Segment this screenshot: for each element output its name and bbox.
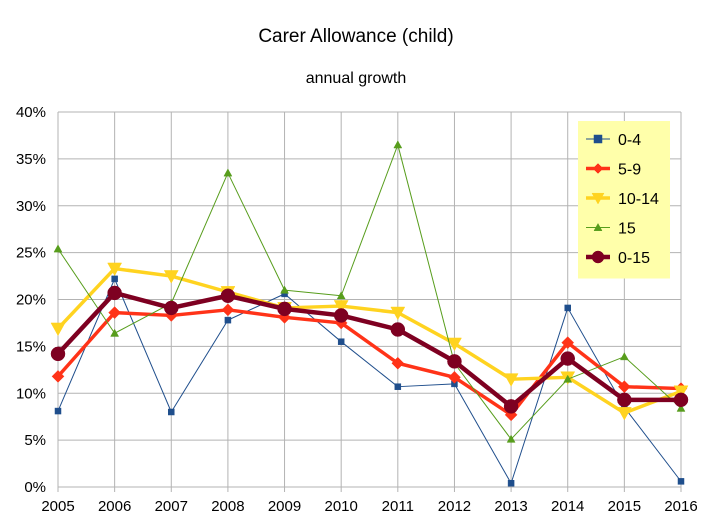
data-point: [448, 370, 461, 384]
x-axis-ticks: 2005 2006 2007 2008 2009 2010 2011 2012 2013 2014…: [41, 498, 697, 515]
data-point: [333, 308, 349, 323]
x-tick-label: 2007: [155, 498, 188, 515]
data-point: [390, 322, 406, 337]
data-point: [393, 140, 403, 149]
x-tick-label: 2012: [438, 498, 471, 515]
legend-label: 15: [618, 221, 636, 238]
series-layer: [50, 140, 689, 487]
data-point: [617, 392, 632, 408]
data-point: [50, 346, 66, 362]
legend-label: 5-9: [618, 162, 641, 179]
data-point: [447, 337, 462, 352]
y-tick-label: 15%: [16, 338, 46, 355]
x-tick-label: 2014: [551, 498, 584, 515]
data-point: [277, 301, 292, 317]
data-point: [563, 374, 573, 383]
y-tick-label: 25%: [16, 245, 46, 262]
legend-marker: [591, 250, 605, 264]
data-point: [673, 392, 689, 408]
x-tick-label: 2009: [268, 498, 301, 515]
data-point: [506, 434, 516, 443]
legend-marker: [592, 163, 604, 174]
data-point: [53, 244, 63, 253]
legend-marker: [591, 192, 605, 205]
series-line-5-9: [56, 308, 682, 417]
legend-label: 0-4: [618, 132, 641, 149]
series-line-0-15: [56, 290, 681, 409]
chart-subtitle: annual growth: [306, 70, 407, 87]
x-tick-label: 2015: [608, 498, 641, 515]
data-point: [280, 285, 289, 294]
x-tick-label: 2010: [324, 498, 357, 515]
y-tick-label: 40%: [16, 104, 46, 121]
x-tick-label: 2008: [211, 498, 244, 515]
legend-item: 0-15: [586, 250, 650, 267]
series-0-15: [50, 285, 689, 414]
data-point: [337, 338, 345, 345]
data-point: [507, 480, 515, 487]
x-tick-label: 2016: [664, 498, 697, 515]
legend-item: 5-9: [586, 162, 641, 179]
data-point: [673, 385, 689, 399]
data-point: [619, 352, 629, 361]
data-point: [110, 328, 120, 337]
x-tick-label: 2013: [494, 498, 527, 515]
data-point: [107, 262, 123, 277]
data-point: [336, 291, 346, 300]
data-point: [107, 285, 122, 301]
legend-item: 0-4: [586, 132, 641, 149]
data-point: [677, 478, 685, 485]
legend: 0-4 5-9 10-14 15 0-15: [578, 121, 670, 279]
chart-title: Carer Allowance (child): [258, 26, 453, 47]
x-tick-label: 2006: [98, 498, 131, 515]
data-point: [391, 356, 405, 370]
data-point: [390, 306, 406, 321]
data-point: [220, 288, 236, 303]
series-15: [53, 140, 686, 443]
series-line-15: [57, 144, 682, 440]
x-tick-label: 2005: [41, 498, 74, 515]
series-0-4: [54, 275, 685, 487]
y-tick-label: 30%: [16, 198, 46, 215]
data-point: [503, 373, 519, 387]
data-point: [503, 399, 519, 414]
legend-marker: [593, 134, 603, 144]
data-point: [333, 300, 349, 314]
data-point: [168, 408, 175, 416]
y-tick-label: 10%: [16, 385, 46, 402]
data-point: [223, 168, 233, 177]
y-tick-label: 0%: [24, 479, 46, 496]
data-point: [676, 403, 686, 412]
data-point: [51, 370, 65, 383]
data-point: [163, 270, 179, 284]
legend-item: 15: [586, 221, 636, 238]
data-point: [221, 303, 235, 317]
data-point: [560, 351, 575, 366]
data-point: [616, 407, 632, 421]
legend-marker: [593, 222, 603, 231]
data-point: [224, 316, 232, 324]
legend-label: 0-15: [618, 250, 650, 267]
y-axis-ticks: 0% 5% 10% 15% 20% 25% 30% 35% 40%: [16, 104, 46, 496]
data-point: [447, 354, 462, 369]
y-tick-label: 5%: [24, 432, 46, 449]
data-point: [394, 383, 402, 390]
data-point: [564, 304, 571, 312]
series-line-0-4: [57, 278, 682, 484]
data-point: [561, 336, 575, 349]
x-tick-label: 2011: [382, 498, 414, 515]
data-point: [108, 306, 121, 319]
data-point: [54, 407, 62, 415]
y-tick-label: 20%: [16, 292, 46, 309]
legend-label: 10-14: [618, 191, 659, 208]
data-point: [164, 300, 179, 316]
series-line-10-14: [56, 266, 682, 415]
data-point: [50, 322, 66, 337]
data-point: [111, 275, 118, 283]
y-tick-label: 35%: [16, 151, 46, 168]
legend-item: 10-14: [586, 191, 659, 208]
